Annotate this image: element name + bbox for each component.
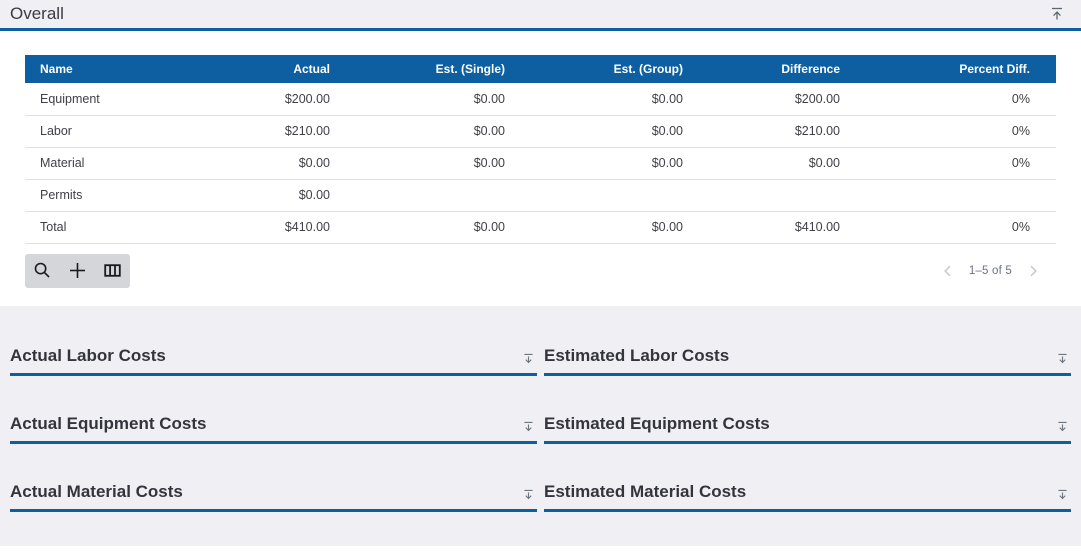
expand-down-icon — [1056, 488, 1069, 501]
columns-icon — [103, 261, 122, 280]
panel-title: Actual Equipment Costs — [10, 414, 207, 433]
panel-estimated-material-costs[interactable]: Estimated Material Costs — [544, 480, 1071, 512]
cell-value: $0.00 — [340, 147, 515, 180]
panel-title: Actual Labor Costs — [10, 346, 166, 365]
cost-panels-grid: Actual Labor Costs Estimated Labor Costs… — [0, 306, 1081, 512]
cell-value: $0.00 — [155, 179, 340, 212]
table-row[interactable]: Labor $210.00 $0.00 $0.00 $210.00 0% — [25, 115, 1056, 148]
panel-actual-labor-costs[interactable]: Actual Labor Costs — [10, 344, 537, 376]
page-range-label: 1–5 of 5 — [968, 264, 1012, 277]
cell-value: $0.00 — [515, 211, 693, 244]
cell-name: Permits — [25, 179, 155, 212]
column-header-est-group[interactable]: Est. (Group) — [515, 55, 693, 83]
section-divider — [0, 28, 1081, 31]
cost-summary-table: Name Actual Est. (Single) Est. (Group) Diffe… — [25, 55, 1056, 244]
panel-title: Estimated Material Costs — [544, 482, 747, 501]
table-row[interactable]: Material $0.00 $0.00 $0.00 $0.00 0% — [25, 147, 1056, 180]
expand-down-icon — [522, 352, 535, 365]
table-footer: 1–5 of 5 — [25, 253, 1056, 288]
cell-value: $410.00 — [693, 211, 850, 244]
plus-icon — [68, 261, 87, 280]
cell-value — [340, 179, 515, 212]
cell-value: $0.00 — [515, 115, 693, 148]
expand-panel-button[interactable] — [1054, 486, 1071, 503]
bottom-strip — [0, 546, 1081, 556]
cell-value: 0% — [850, 147, 1056, 180]
search-icon — [33, 261, 52, 280]
table-header-row: Name Actual Est. (Single) Est. (Group) Diffe… — [25, 55, 1056, 83]
cell-value: $200.00 — [155, 83, 340, 116]
collapse-section-button[interactable] — [1047, 4, 1067, 24]
panel-title: Estimated Equipment Costs — [544, 414, 770, 433]
chevron-right-icon — [1026, 264, 1040, 278]
cell-value — [693, 179, 850, 212]
cell-value: $0.00 — [340, 83, 515, 116]
table-row[interactable]: Permits $0.00 — [25, 179, 1056, 212]
expand-panel-button[interactable] — [520, 486, 537, 503]
cell-name: Equipment — [25, 83, 155, 116]
cell-value: $0.00 — [340, 115, 515, 148]
column-header-difference[interactable]: Difference — [693, 55, 850, 83]
cell-value: $410.00 — [155, 211, 340, 244]
search-button[interactable] — [25, 254, 60, 288]
overall-section-header: Overall — [0, 0, 1081, 28]
cell-name: Total — [25, 211, 155, 244]
panel-actual-material-costs[interactable]: Actual Material Costs — [10, 480, 537, 512]
cell-value: $0.00 — [515, 83, 693, 116]
chevron-left-icon — [941, 264, 955, 278]
expand-panel-button[interactable] — [1054, 418, 1071, 435]
table-toolbar — [25, 253, 130, 288]
column-header-name[interactable]: Name — [25, 55, 155, 83]
add-row-button[interactable] — [60, 254, 95, 288]
column-selector-button[interactable] — [95, 254, 130, 288]
cell-value: $0.00 — [340, 211, 515, 244]
cell-value — [850, 179, 1056, 212]
cell-value: $0.00 — [155, 147, 340, 180]
expand-down-icon — [1056, 420, 1069, 433]
column-header-actual[interactable]: Actual — [155, 55, 340, 83]
table-body: Equipment $200.00 $0.00 $0.00 $200.00 0% Labor… — [25, 83, 1056, 244]
table-row[interactable]: Total $410.00 $0.00 $0.00 $410.00 0% — [25, 211, 1056, 244]
expand-down-icon — [522, 488, 535, 501]
column-header-percent-diff[interactable]: Percent Diff. — [850, 55, 1056, 83]
panel-title: Estimated Labor Costs — [544, 346, 730, 365]
page-title: Overall — [10, 4, 64, 23]
cell-name: Labor — [25, 115, 155, 148]
cell-value: $210.00 — [155, 115, 340, 148]
cell-value: $0.00 — [515, 147, 693, 180]
table-row[interactable]: Equipment $200.00 $0.00 $0.00 $200.00 0% — [25, 83, 1056, 116]
next-page-button[interactable] — [1024, 262, 1042, 280]
cell-value — [515, 179, 693, 212]
expand-panel-button[interactable] — [520, 418, 537, 435]
cell-value: 0% — [850, 115, 1056, 148]
cell-value: $0.00 — [693, 147, 850, 180]
previous-page-button[interactable] — [939, 262, 957, 280]
expand-panel-button[interactable] — [520, 350, 537, 367]
panel-title: Actual Material Costs — [10, 482, 183, 501]
expand-down-icon — [522, 420, 535, 433]
pagination: 1–5 of 5 — [939, 262, 1056, 280]
cell-value: $200.00 — [693, 83, 850, 116]
cell-name: Material — [25, 147, 155, 180]
collapse-to-top-icon — [1049, 6, 1065, 22]
panel-actual-equipment-costs[interactable]: Actual Equipment Costs — [10, 412, 537, 444]
panel-estimated-labor-costs[interactable]: Estimated Labor Costs — [544, 344, 1071, 376]
overall-costs-card: Name Actual Est. (Single) Est. (Group) Diffe… — [0, 31, 1081, 306]
cell-value: 0% — [850, 211, 1056, 244]
expand-down-icon — [1056, 352, 1069, 365]
expand-panel-button[interactable] — [1054, 350, 1071, 367]
column-header-est-single[interactable]: Est. (Single) — [340, 55, 515, 83]
panel-estimated-equipment-costs[interactable]: Estimated Equipment Costs — [544, 412, 1071, 444]
cell-value: 0% — [850, 83, 1056, 116]
cell-value: $210.00 — [693, 115, 850, 148]
